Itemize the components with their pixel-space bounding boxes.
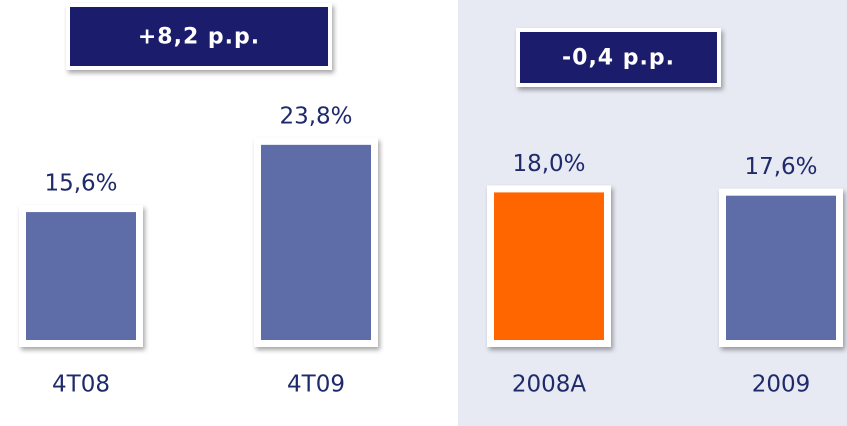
- x-tick-label: 4T08: [52, 372, 110, 398]
- x-tick-label: 2008A: [512, 372, 587, 398]
- annotation-box: [516, 28, 721, 87]
- bar: [261, 144, 371, 340]
- bar: [494, 192, 604, 340]
- value-label: 15,6%: [44, 171, 117, 197]
- value-label: 23,8%: [279, 103, 352, 129]
- annotation: +8,2 p.p.: [138, 25, 260, 50]
- x-tick-label: 2009: [752, 372, 811, 398]
- annotation: -0,4 p.p.: [562, 46, 675, 71]
- value-label: 18,0%: [512, 151, 585, 177]
- value-label: 17,6%: [744, 154, 817, 180]
- x-tick-label: 4T09: [287, 372, 345, 398]
- bar: [726, 195, 836, 340]
- bar: [26, 212, 136, 340]
- annotation-box: [66, 3, 332, 70]
